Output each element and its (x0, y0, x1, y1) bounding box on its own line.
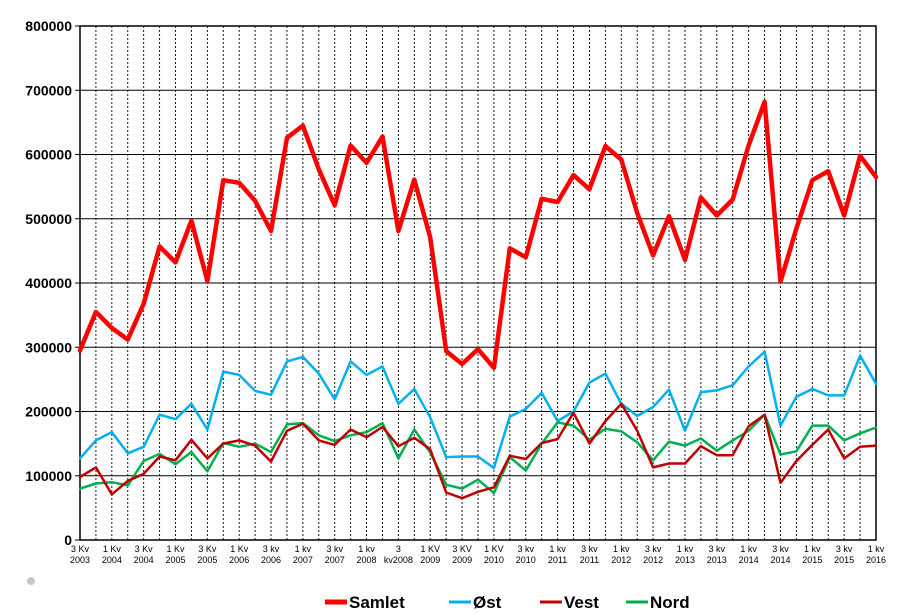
series-line-vest (78, 402, 878, 500)
x-tick-label: 2016 (866, 555, 886, 565)
x-tick-label: 2014 (739, 555, 759, 565)
series-line-ost (78, 350, 878, 470)
legend-label: Øst (473, 593, 502, 612)
x-tick-label: 2004 (102, 555, 122, 565)
legend-label: Samlet (349, 593, 405, 612)
x-tick-label: 2004 (134, 555, 154, 565)
y-tick-label: 600000 (25, 147, 72, 163)
x-tick-label: 2008 (357, 555, 377, 565)
x-tick-label: 2007 (325, 555, 345, 565)
y-axis: 0 100000 200000 300000 400000 500000 600000 700… (25, 18, 80, 548)
x-tick-label: 3 kv (645, 544, 662, 554)
x-tick-label: kv2008 (384, 555, 413, 565)
y-tick-label: 100000 (25, 468, 72, 484)
x-tick-label: 3 kv (581, 544, 598, 554)
x-tick-label: 3 KV (452, 544, 472, 554)
x-tick-label: 1 Kv (103, 544, 122, 554)
x-tick-label: 3 kv (263, 544, 280, 554)
x-tick-label: 1 kv (804, 544, 821, 554)
x-tick-label: 1 kv (295, 544, 312, 554)
x-tick-label: 2010 (516, 555, 536, 565)
x-tick-label: 2003 (70, 555, 90, 565)
y-tick-label: 700000 (25, 82, 72, 98)
x-tick-label: 3 kv (518, 544, 535, 554)
legend: Samlet Øst Vest Nord (325, 593, 690, 612)
x-tick-label: 3 kv (772, 544, 789, 554)
x-tick-label: 3 kv (326, 544, 343, 554)
y-tick-label: 500000 (25, 211, 72, 227)
y-tick-label: 400000 (25, 275, 72, 291)
legend-label: Nord (650, 593, 690, 612)
x-tick-label: 2012 (611, 555, 631, 565)
x-tick-label: 2005 (197, 555, 217, 565)
x-tick-label: 1 KV (420, 544, 440, 554)
x-tick-label: 2006 (261, 555, 281, 565)
x-tick-label: 1 Kv (230, 544, 249, 554)
x-tick-label: 3 kv (836, 544, 853, 554)
x-tick-label: 2012 (643, 555, 663, 565)
x-tick-label: 1 kv (549, 544, 566, 554)
x-tick-label: 1 kv (740, 544, 757, 554)
series-lines (77, 99, 879, 500)
x-tick-label: 2010 (484, 555, 504, 565)
x-tick-label: 2011 (580, 555, 599, 565)
x-tick-label: 2015 (802, 555, 822, 565)
x-tick-label: 1 kv (868, 544, 885, 554)
legend-label: Vest (564, 593, 599, 612)
y-tick-label: 200000 (25, 404, 72, 420)
slide-bullet (27, 577, 35, 585)
x-tick-label: 2006 (229, 555, 249, 565)
series-line-samlet (77, 99, 879, 371)
x-tick-label: 1 Kv (167, 544, 186, 554)
x-tick-label: 2011 (548, 555, 567, 565)
x-tick-label: 3 (396, 544, 401, 554)
x-tick-label: 2005 (166, 555, 186, 565)
x-tick-label: 2013 (675, 555, 695, 565)
y-tick-label: 800000 (25, 18, 72, 34)
x-tick-label: 2014 (770, 555, 790, 565)
x-tick-label: 3 Kv (71, 544, 90, 554)
x-tick-label: 2015 (834, 555, 854, 565)
x-tick-label: 3 Kv (198, 544, 217, 554)
x-tick-label: 1 KV (484, 544, 504, 554)
x-tick-label: 1 kv (677, 544, 694, 554)
x-tick-label: 1 kv (358, 544, 375, 554)
x-tick-label: 2009 (420, 555, 440, 565)
x-tick-label: 2009 (452, 555, 472, 565)
y-tick-label: 0 (64, 532, 72, 548)
y-tick-label: 300000 (25, 339, 72, 355)
x-tick-label: 1 kv (613, 544, 630, 554)
x-tick-label: 2013 (707, 555, 727, 565)
x-tick-label: 2007 (293, 555, 313, 565)
x-tick-label: 3 Kv (135, 544, 154, 554)
x-tick-label: 3 kv (709, 544, 726, 554)
